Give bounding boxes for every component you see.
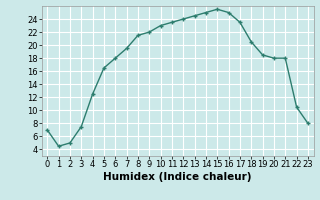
X-axis label: Humidex (Indice chaleur): Humidex (Indice chaleur) <box>103 172 252 182</box>
